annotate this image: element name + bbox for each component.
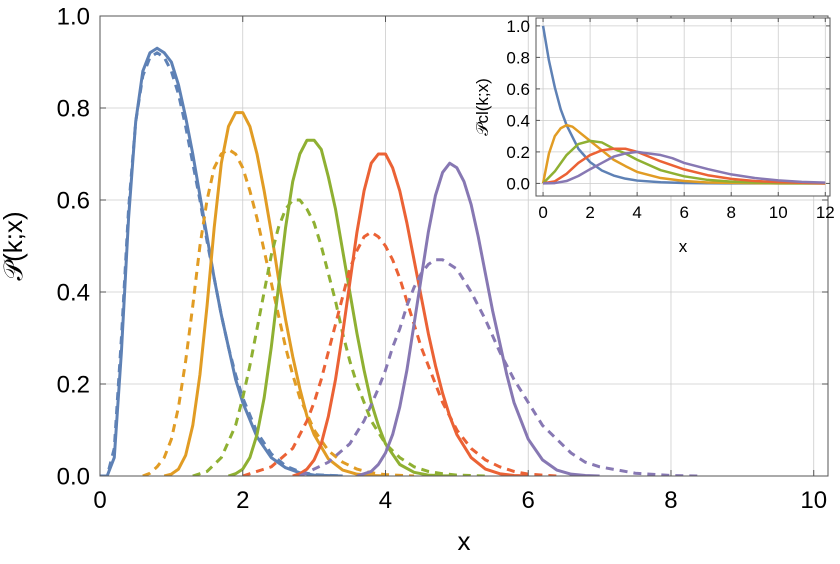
inset-plot: 0 2 4 6 8 10 12 0.0 0.2 0.4 0.6 0.8 1.0 x 𝒫cl(k;x) [473, 17, 835, 256]
plot-background [536, 18, 830, 196]
series-group [100, 46, 700, 476]
x-tick-label: 8 [664, 487, 677, 514]
series-line-4 [543, 150, 826, 185]
series-line-7 [242, 230, 557, 476]
series-group [541, 25, 826, 185]
series-line-3 [142, 147, 415, 476]
series-line-9 [299, 258, 700, 476]
y-axis-title: 𝒫(k;x) [0, 211, 28, 280]
series-line-2 [542, 139, 826, 185]
x-tick-label: 6 [679, 203, 688, 222]
y-tick-label: 0.0 [57, 463, 90, 490]
series-line-1 [541, 123, 826, 185]
y-tick-label: 1.0 [57, 3, 90, 30]
series-line-5 [192, 198, 486, 476]
x-tick-label: 10 [769, 203, 788, 222]
y-tick-label: 0.8 [57, 95, 90, 122]
series-line-8 [356, 161, 600, 476]
y-tick-label: 1.0 [506, 17, 530, 36]
x-tick-label: 2 [236, 487, 249, 514]
y-tick-label: 0.4 [506, 111, 530, 130]
x-tick-label: 4 [632, 203, 641, 222]
series-line-6 [292, 152, 529, 476]
series-line-4 [228, 138, 457, 476]
x-axis-title: x [679, 237, 688, 256]
plot-frame [99, 15, 829, 477]
x-tick-label: 2 [585, 203, 594, 222]
y-tick-label: 0.4 [57, 279, 90, 306]
x-tick-label: 0 [93, 487, 106, 514]
series-line-3 [542, 147, 826, 185]
x-tick-label: 12 [816, 203, 835, 222]
y-axis-title: 𝒫cl(k;x) [473, 78, 492, 136]
x-tick-label: 6 [522, 487, 535, 514]
y-tick-label: 0.8 [506, 48, 530, 67]
x-tick-label: 10 [800, 487, 827, 514]
plot-frame [535, 17, 831, 197]
x-tick-label: 8 [726, 203, 735, 222]
y-tick-label: 0.6 [506, 80, 530, 99]
y-tick-label: 0.2 [506, 143, 530, 162]
x-tick-label: 0 [538, 203, 547, 222]
y-tick-label: 0.6 [57, 187, 90, 214]
y-tick-label: 0.0 [506, 174, 530, 193]
x-axis-title: x [458, 526, 471, 556]
x-tick-label: 4 [379, 487, 392, 514]
y-tick-label: 0.2 [57, 371, 90, 398]
series-line-2 [163, 111, 386, 476]
